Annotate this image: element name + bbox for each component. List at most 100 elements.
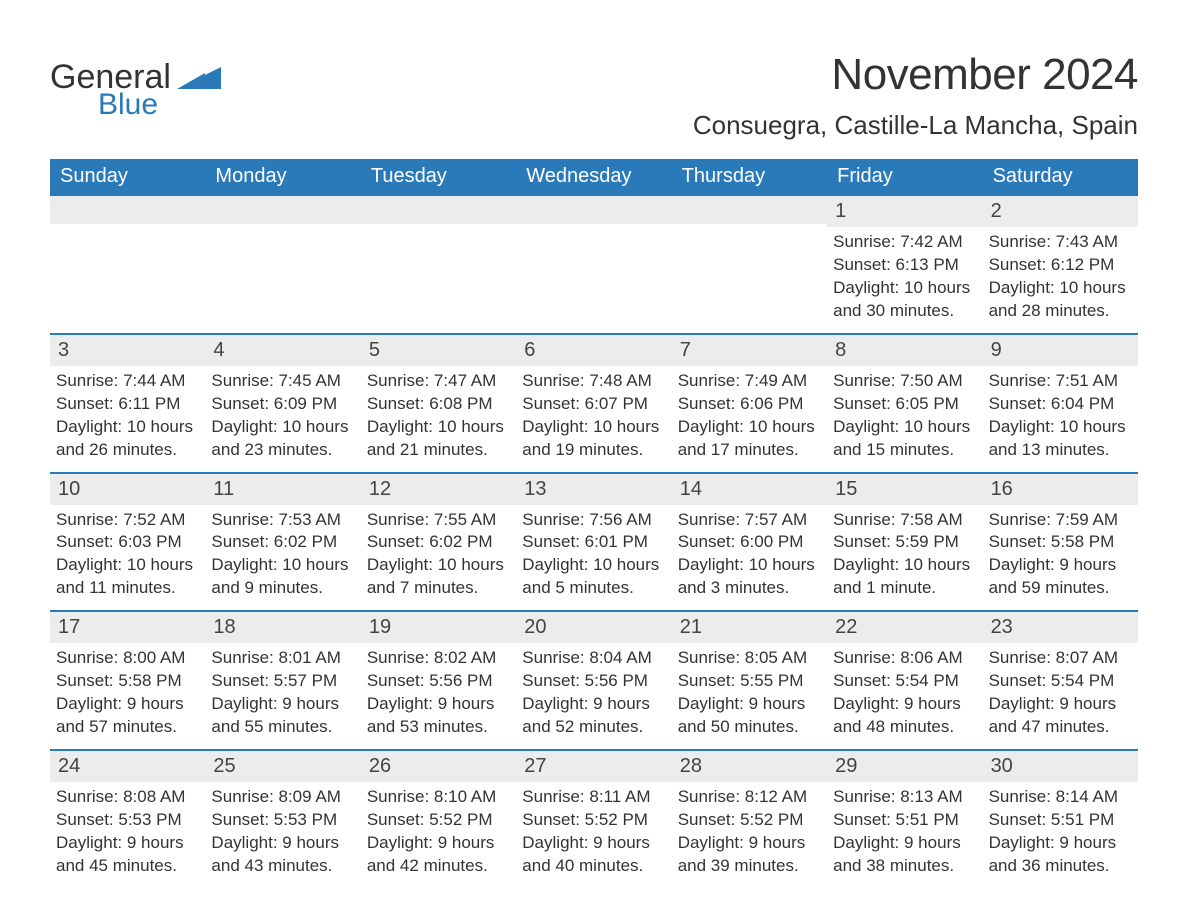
sunset-line: Sunset: 5:53 PM	[211, 809, 354, 832]
header: General Blue November 2024 Consuegra, Ca…	[50, 50, 1138, 141]
sunrise-line: Sunrise: 7:57 AM	[678, 509, 821, 532]
day-number: 5	[361, 335, 516, 366]
day-number: 19	[361, 612, 516, 643]
day-cell: 7Sunrise: 7:49 AMSunset: 6:06 PMDaylight…	[672, 335, 827, 472]
logo: General Blue	[50, 60, 221, 122]
sunrise-line: Sunrise: 8:09 AM	[211, 786, 354, 809]
day-number: 1	[827, 196, 982, 227]
sunset-line: Sunset: 6:09 PM	[211, 393, 354, 416]
daylight-line: Daylight: 9 hours and 43 minutes.	[211, 832, 354, 878]
sunset-line: Sunset: 5:59 PM	[833, 531, 976, 554]
day-cell	[361, 196, 516, 333]
flag-icon	[177, 61, 221, 94]
sunrise-line: Sunrise: 7:59 AM	[989, 509, 1132, 532]
day-cell: 30Sunrise: 8:14 AMSunset: 5:51 PMDayligh…	[983, 751, 1138, 888]
day-cell: 4Sunrise: 7:45 AMSunset: 6:09 PMDaylight…	[205, 335, 360, 472]
day-number: 28	[672, 751, 827, 782]
day-cell: 5Sunrise: 7:47 AMSunset: 6:08 PMDaylight…	[361, 335, 516, 472]
day-cell: 3Sunrise: 7:44 AMSunset: 6:11 PMDaylight…	[50, 335, 205, 472]
sunset-line: Sunset: 5:56 PM	[367, 670, 510, 693]
day-cell	[672, 196, 827, 333]
day-cell	[516, 196, 671, 333]
day-cell: 9Sunrise: 7:51 AMSunset: 6:04 PMDaylight…	[983, 335, 1138, 472]
day-cell: 17Sunrise: 8:00 AMSunset: 5:58 PMDayligh…	[50, 612, 205, 749]
daylight-line: Daylight: 10 hours and 21 minutes.	[367, 416, 510, 462]
sunset-line: Sunset: 6:05 PM	[833, 393, 976, 416]
dow-cell: Sunday	[50, 159, 205, 194]
day-number: 30	[983, 751, 1138, 782]
sunrise-line: Sunrise: 7:56 AM	[522, 509, 665, 532]
weeks-container: 1Sunrise: 7:42 AMSunset: 6:13 PMDaylight…	[50, 194, 1138, 888]
day-number: 21	[672, 612, 827, 643]
daylight-line: Daylight: 9 hours and 38 minutes.	[833, 832, 976, 878]
dow-cell: Saturday	[983, 159, 1138, 194]
daylight-line: Daylight: 9 hours and 59 minutes.	[989, 554, 1132, 600]
daylight-line: Daylight: 10 hours and 17 minutes.	[678, 416, 821, 462]
sunset-line: Sunset: 5:56 PM	[522, 670, 665, 693]
day-cell: 29Sunrise: 8:13 AMSunset: 5:51 PMDayligh…	[827, 751, 982, 888]
calendar: SundayMondayTuesdayWednesdayThursdayFrid…	[50, 159, 1138, 888]
day-number: 20	[516, 612, 671, 643]
title-block: November 2024 Consuegra, Castille-La Man…	[693, 50, 1138, 141]
sunset-line: Sunset: 5:55 PM	[678, 670, 821, 693]
dow-cell: Monday	[205, 159, 360, 194]
sunset-line: Sunset: 5:52 PM	[367, 809, 510, 832]
empty-daynum-bar	[516, 196, 671, 224]
day-number: 8	[827, 335, 982, 366]
day-number: 23	[983, 612, 1138, 643]
week-row: 1Sunrise: 7:42 AMSunset: 6:13 PMDaylight…	[50, 194, 1138, 333]
location: Consuegra, Castille-La Mancha, Spain	[693, 110, 1138, 141]
sunset-line: Sunset: 6:02 PM	[367, 531, 510, 554]
sunrise-line: Sunrise: 7:50 AM	[833, 370, 976, 393]
day-cell: 23Sunrise: 8:07 AMSunset: 5:54 PMDayligh…	[983, 612, 1138, 749]
sunset-line: Sunset: 6:00 PM	[678, 531, 821, 554]
day-cell: 25 Sunrise: 8:09 AMSunset: 5:53 PMDayligh…	[205, 751, 360, 888]
sunset-line: Sunset: 6:03 PM	[56, 531, 199, 554]
daylight-line: Daylight: 10 hours and 26 minutes.	[56, 416, 199, 462]
daylight-line: Daylight: 10 hours and 7 minutes.	[367, 554, 510, 600]
day-cell: 12Sunrise: 7:55 AMSunset: 6:02 PMDayligh…	[361, 474, 516, 611]
day-number: 18	[205, 612, 360, 643]
day-cell: 18Sunrise: 8:01 AMSunset: 5:57 PMDayligh…	[205, 612, 360, 749]
day-cell: 21Sunrise: 8:05 AMSunset: 5:55 PMDayligh…	[672, 612, 827, 749]
day-number: 2	[983, 196, 1138, 227]
logo-text-wrap: General Blue	[50, 60, 221, 122]
sunrise-line: Sunrise: 8:10 AM	[367, 786, 510, 809]
day-cell: 28Sunrise: 8:12 AMSunset: 5:52 PMDayligh…	[672, 751, 827, 888]
day-number: 14	[672, 474, 827, 505]
sunrise-line: Sunrise: 8:07 AM	[989, 647, 1132, 670]
daylight-line: Daylight: 10 hours and 30 minutes.	[833, 277, 976, 323]
daylight-line: Daylight: 10 hours and 28 minutes.	[989, 277, 1132, 323]
empty-daynum-bar	[50, 196, 205, 224]
sunrise-line: Sunrise: 7:55 AM	[367, 509, 510, 532]
day-number: 24	[50, 751, 205, 782]
sunset-line: Sunset: 6:06 PM	[678, 393, 821, 416]
dow-cell: Wednesday	[516, 159, 671, 194]
sunrise-line: Sunrise: 7:48 AM	[522, 370, 665, 393]
sunset-line: Sunset: 6:02 PM	[211, 531, 354, 554]
day-number: 25	[205, 751, 360, 782]
day-cell: 20Sunrise: 8:04 AMSunset: 5:56 PMDayligh…	[516, 612, 671, 749]
sunrise-line: Sunrise: 7:53 AM	[211, 509, 354, 532]
sunset-line: Sunset: 5:52 PM	[678, 809, 821, 832]
sunset-line: Sunset: 6:12 PM	[989, 254, 1132, 277]
day-number: 29	[827, 751, 982, 782]
day-cell: 27Sunrise: 8:11 AMSunset: 5:52 PMDayligh…	[516, 751, 671, 888]
daylight-line: Daylight: 10 hours and 9 minutes.	[211, 554, 354, 600]
sunrise-line: Sunrise: 8:05 AM	[678, 647, 821, 670]
sunset-line: Sunset: 6:07 PM	[522, 393, 665, 416]
daylight-line: Daylight: 9 hours and 39 minutes.	[678, 832, 821, 878]
day-number: 4	[205, 335, 360, 366]
day-cell: 1Sunrise: 7:42 AMSunset: 6:13 PMDaylight…	[827, 196, 982, 333]
sunrise-line: Sunrise: 7:52 AM	[56, 509, 199, 532]
day-cell	[205, 196, 360, 333]
dow-cell: Thursday	[672, 159, 827, 194]
daylight-line: Daylight: 10 hours and 13 minutes.	[989, 416, 1132, 462]
day-cell: 8Sunrise: 7:50 AMSunset: 6:05 PMDaylight…	[827, 335, 982, 472]
day-number: 26	[361, 751, 516, 782]
sunrise-line: Sunrise: 7:58 AM	[833, 509, 976, 532]
day-number: 10	[50, 474, 205, 505]
sunrise-line: Sunrise: 7:44 AM	[56, 370, 199, 393]
daylight-line: Daylight: 9 hours and 45 minutes.	[56, 832, 199, 878]
daylight-line: Daylight: 9 hours and 55 minutes.	[211, 693, 354, 739]
